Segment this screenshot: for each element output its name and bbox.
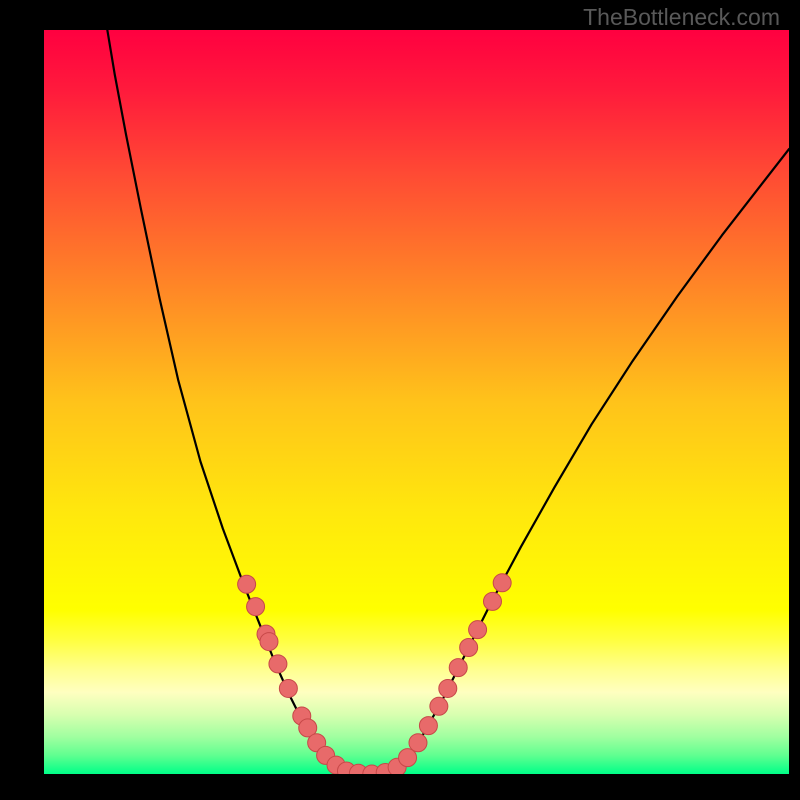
data-marker [409,734,427,752]
data-marker [483,592,501,610]
data-marker [469,621,487,639]
data-marker [460,639,478,657]
marker-group [238,574,512,774]
chart-svg-layer [44,30,789,774]
data-marker [279,679,297,697]
data-marker [493,574,511,592]
data-marker [439,679,457,697]
data-marker [430,697,448,715]
data-marker [269,655,287,673]
data-marker [449,659,467,677]
data-marker [247,598,265,616]
data-marker [238,575,256,593]
data-marker [419,717,437,735]
watermark-text: TheBottleneck.com [583,4,780,31]
bottleneck-curve [107,30,789,774]
data-marker [399,749,417,767]
chart-plot-area [44,30,789,774]
data-marker [260,633,278,651]
